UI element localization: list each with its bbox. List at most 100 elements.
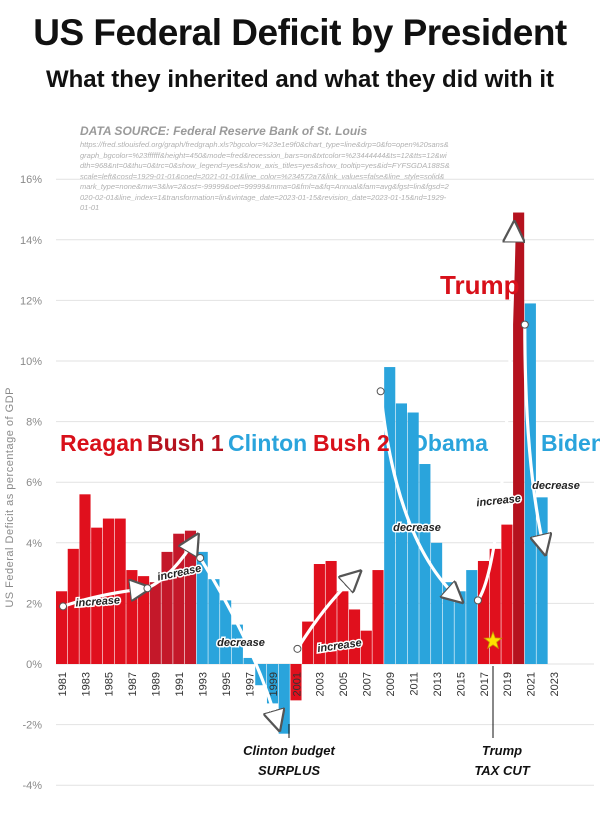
bar [67, 548, 79, 664]
y-tick-label: 4% [26, 538, 42, 550]
x-tick-label: 1991 [174, 672, 186, 696]
y-tick-label: 2% [26, 598, 42, 610]
bar [302, 621, 314, 664]
trend-arrow [62, 588, 147, 608]
arrow-start-dot [59, 602, 68, 611]
x-tick-label: 2009 [385, 672, 397, 696]
trend-arrow [379, 391, 461, 600]
bar [501, 524, 513, 664]
trump-note-line1: Trump [482, 743, 522, 758]
x-tick-label: 2003 [315, 672, 327, 696]
bar [466, 570, 478, 664]
bar [325, 560, 337, 664]
data-source-title: DATA SOURCE: Federal Reserve Bank of St.… [80, 124, 368, 138]
bar [243, 657, 255, 664]
arrow-start-dot [143, 584, 152, 593]
bar [208, 579, 220, 664]
x-tick-label: 2017 [479, 672, 491, 696]
bar [56, 591, 68, 664]
x-tick-label: 1981 [57, 672, 69, 696]
data-source-url: https://fred.stlouisfed.org/graph/fredgr… [80, 140, 450, 212]
bar [431, 542, 443, 664]
bar [149, 582, 161, 664]
x-tick-label: 2019 [502, 672, 514, 696]
bar [477, 560, 490, 664]
bar [79, 494, 91, 664]
bar [349, 609, 361, 664]
x-tick-label: 2005 [338, 672, 350, 696]
trend-arrows [59, 225, 545, 728]
bar [454, 591, 466, 664]
bar [231, 624, 243, 664]
x-tick-label: 1983 [80, 672, 92, 696]
y-tick-label: 10% [20, 356, 42, 368]
arrow-start-dot [473, 596, 482, 605]
clinton-note-line2: SURPLUS [258, 763, 320, 778]
bar [536, 497, 548, 664]
bar [337, 591, 349, 664]
y-tick-label: 12% [20, 295, 42, 307]
bar [161, 551, 173, 664]
x-tick-label: 1997 [244, 672, 256, 696]
x-tick-label: 2021 [526, 672, 538, 696]
bar [126, 570, 138, 664]
bar [524, 303, 536, 664]
chart-title: US Federal Deficit by President [33, 12, 567, 53]
bar [278, 664, 290, 734]
bar [266, 664, 279, 704]
bar [138, 576, 150, 664]
trend-annotation: increase [75, 594, 120, 609]
y-tick-label: 0% [26, 659, 42, 671]
trend-annotation: increase [476, 493, 522, 510]
chart-labels: Reagan Bush 1 Clinton Bush 2 Obama Trump Biden… [60, 270, 600, 778]
x-tick-label: 2011 [408, 672, 420, 696]
x-tick-label: 1987 [127, 672, 139, 696]
x-tick-label: 1999 [268, 672, 280, 696]
bar [220, 600, 232, 664]
bar [196, 551, 208, 664]
trend-arrow [296, 573, 358, 650]
x-tick-label: 1989 [151, 672, 163, 696]
arrow-start-dot [520, 320, 529, 329]
bar [513, 212, 525, 664]
y-tick-label: 14% [20, 235, 42, 247]
trump-note-line2: TAX CUT [474, 763, 530, 778]
arrow-start-dot [376, 387, 385, 396]
y-tick-labels: -4% -2% 0% 2% 4% 6% 8% 10% 12% 14% 16% US Federal D… [4, 174, 42, 792]
x-tick-label: 2007 [362, 672, 374, 696]
y-tick-label: -2% [22, 720, 42, 732]
president-label: Bush 2 [313, 430, 390, 456]
bar [184, 530, 197, 664]
x-tick-label: 2001 [291, 672, 303, 696]
president-label: Reagan [60, 430, 143, 456]
president-label: Obama [410, 430, 488, 456]
bar [173, 533, 185, 664]
bar [489, 548, 501, 664]
arrow-start-dot [196, 553, 205, 562]
bar [419, 464, 431, 664]
bar [384, 367, 396, 664]
trend-annotation: decrease [393, 522, 441, 534]
x-tick-label: 2015 [455, 672, 467, 696]
y-axis-title: US Federal Deficit as percentage of GDP [4, 387, 16, 608]
arrow-start-dot [293, 644, 302, 653]
trend-annotation: decrease [217, 637, 265, 649]
star-icon [483, 630, 503, 650]
bar [290, 664, 302, 701]
y-tick-label: 8% [26, 417, 42, 429]
trend-arrow [198, 557, 279, 728]
bar [372, 570, 384, 664]
trend-arrow [523, 324, 545, 552]
trend-annotation: decrease [532, 480, 580, 492]
y-tick-label: 6% [26, 477, 42, 489]
president-label: Clinton [228, 430, 307, 456]
y-tick-label: -4% [22, 780, 42, 792]
bar [102, 518, 114, 664]
x-tick-label: 2023 [549, 672, 561, 696]
x-tick-labels: 1981 1983 1985 1987 1989 1991 1993 1995 1997 1999… [57, 672, 561, 696]
president-label: Biden [541, 430, 600, 456]
bar [360, 630, 372, 664]
x-tick-label: 1995 [221, 672, 233, 696]
trend-arrow [476, 225, 514, 602]
